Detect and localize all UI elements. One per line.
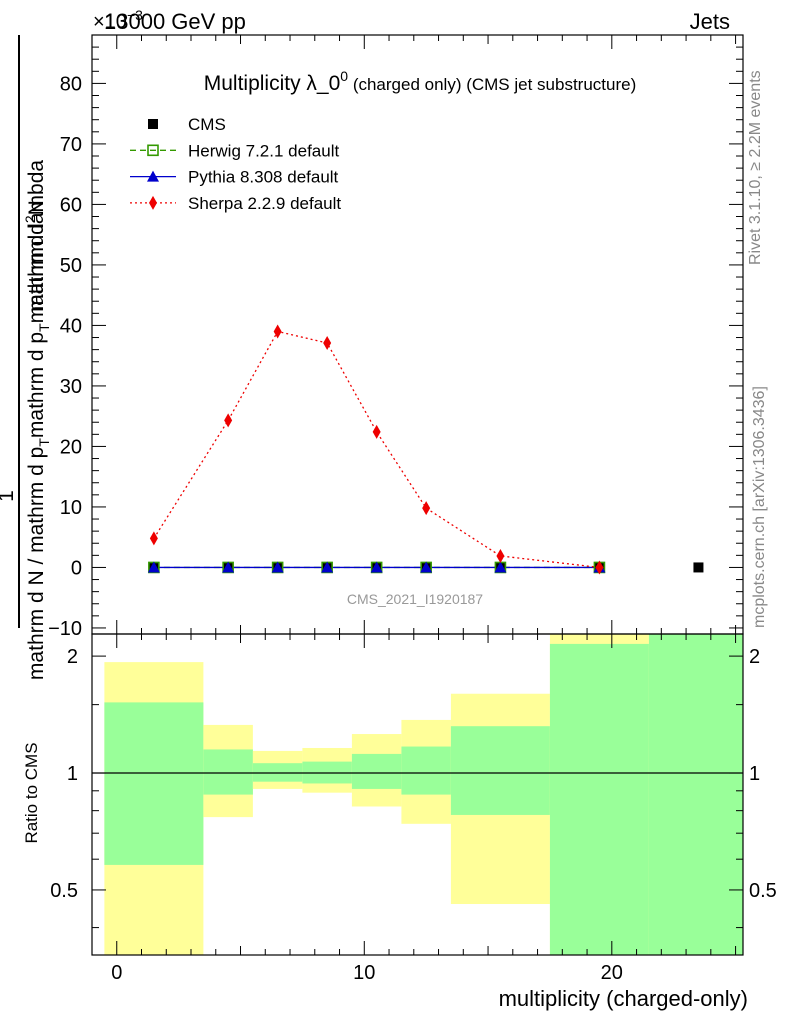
y-tick-label: 50 xyxy=(60,255,82,277)
y-tick-label: 30 xyxy=(60,376,82,398)
y-tick-label: 20 xyxy=(60,436,82,458)
rivet-label: Rivet 3.1.10, ≥ 2.2M events xyxy=(747,70,764,265)
watermark: CMS_2021_I1920187 xyxy=(347,591,483,607)
y-tick-label: 80 xyxy=(60,73,82,95)
x-axis-label: multiplicity (charged-only) xyxy=(499,986,748,1011)
pythia-point xyxy=(147,561,160,573)
cms-point xyxy=(693,562,704,573)
plot-title-sup: 0 xyxy=(340,68,348,84)
plot-title: Multiplicity λ_00 (charged only) (CMS je… xyxy=(204,68,637,95)
ratio-band-inner-8 xyxy=(648,634,743,955)
sherpa-point xyxy=(323,335,332,350)
legend-marker-sherpa xyxy=(149,195,157,210)
sherpa-point xyxy=(224,413,233,428)
ratio-band-inner-6 xyxy=(450,726,550,815)
y-tick-label: 40 xyxy=(60,315,82,337)
svg-text:1: 1 xyxy=(0,490,18,502)
sherpa-line xyxy=(153,330,600,569)
y-tick-label: 70 xyxy=(60,134,82,156)
ratio-y-tick-label-right: 0.5 xyxy=(749,880,777,902)
sherpa-point xyxy=(372,424,381,439)
sherpa-point xyxy=(422,501,431,516)
pythia-point xyxy=(494,561,507,573)
legend-label-pythia: Pythia 8.308 default xyxy=(188,168,339,187)
top-y-axis-label: mathrm d2N 1 mathrm d N / mathrm d pTmat… xyxy=(0,35,52,680)
ratio-y-tick-label: 1 xyxy=(67,763,78,785)
plot-title-subtitle: (charged only) (CMS jet substructure) xyxy=(348,75,636,94)
ratio-band-inner-0 xyxy=(104,702,204,865)
ratio-y-label: Ratio to CMS xyxy=(22,742,41,843)
pythia-point xyxy=(271,561,284,573)
ratio-y-tick-label: 0.5 xyxy=(50,880,78,902)
svg-text:mathrm d N / mathrm d pTmathrm: mathrm d N / mathrm d pTmathrm d pTmathr… xyxy=(25,160,52,680)
ratio-band-inner-4 xyxy=(351,753,402,789)
legend-marker-herwig xyxy=(147,144,159,157)
pythia-point xyxy=(370,561,383,573)
plot-title-main: Multiplicity λ_0 xyxy=(204,72,341,95)
process-label: Jets xyxy=(690,9,730,34)
y-tick-label: 0 xyxy=(71,557,82,579)
legend-marker-pythia xyxy=(147,170,159,182)
pythia-point xyxy=(420,561,433,573)
collision-label: 13000 GeV pp xyxy=(104,9,246,34)
y-tick-label: 60 xyxy=(60,194,82,216)
legend-label-sherpa: Sherpa 2.2.9 default xyxy=(188,194,341,213)
sherpa-point xyxy=(496,548,505,563)
ratio-band-inner-7 xyxy=(549,643,649,955)
mcplots-label: mcplots.cern.ch [arXiv:1306.3436] xyxy=(751,386,768,628)
ratio-plot-frame xyxy=(91,633,744,956)
legend-label-herwig: Herwig 7.2.1 default xyxy=(188,141,339,160)
exponent-label: ×10−3 xyxy=(93,7,143,33)
x-tick-label: 0 xyxy=(111,962,122,984)
ratio-band-inner-5 xyxy=(401,746,451,795)
ratio-band-inner-1 xyxy=(203,749,253,795)
ratio-y-tick-label-right: 2 xyxy=(749,646,760,668)
pythia-point xyxy=(222,561,235,573)
sherpa-point xyxy=(273,324,282,339)
ratio-y-tick-label-right: 1 xyxy=(749,763,760,785)
y-tick-label: 10 xyxy=(60,497,82,519)
sherpa-point xyxy=(149,531,158,546)
x-tick-label: 20 xyxy=(601,962,623,984)
legend-label-cms: CMS xyxy=(188,115,226,134)
pythia-point xyxy=(321,561,334,573)
ratio-y-tick-label: 2 xyxy=(67,646,78,668)
sherpa-point xyxy=(595,560,604,575)
y-tick-label: −10 xyxy=(48,618,82,640)
legend-marker-cms xyxy=(148,119,158,129)
x-tick-label: 10 xyxy=(353,962,375,984)
